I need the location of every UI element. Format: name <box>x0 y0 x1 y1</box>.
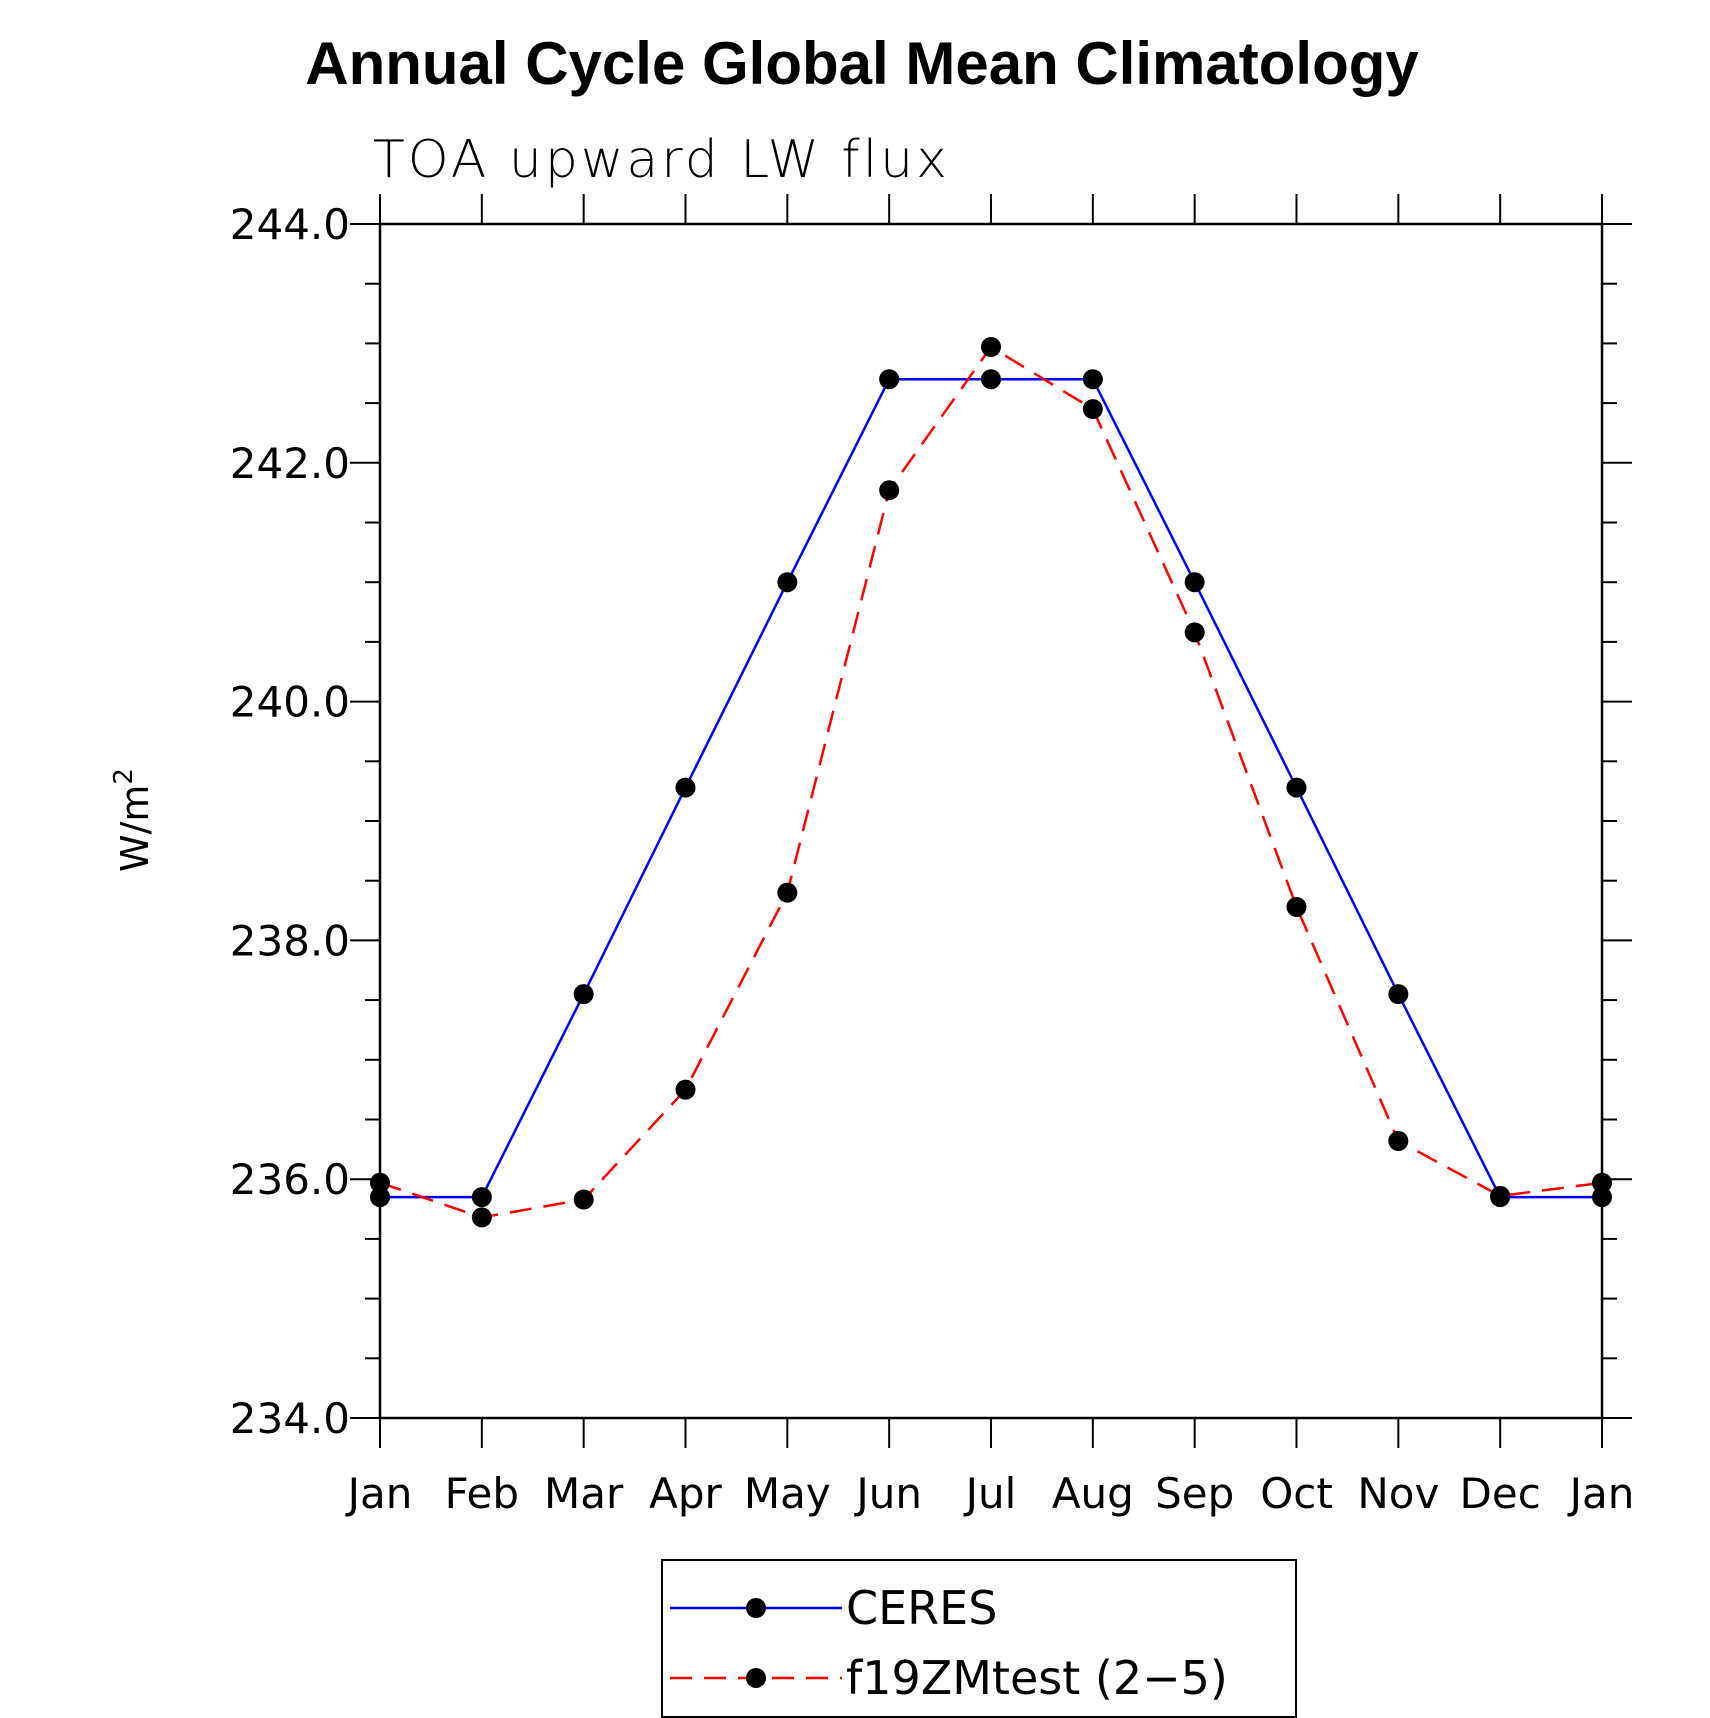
data-point <box>1592 1187 1612 1208</box>
legend-label: CERES <box>846 1581 997 1635</box>
data-point <box>1490 1185 1511 1206</box>
legend-label: f19ZMtest (2−5) <box>846 1651 1228 1705</box>
series-line <box>380 377 1602 1199</box>
data-point <box>471 1207 492 1228</box>
data-point <box>370 1172 390 1193</box>
y-axis-label-superscript: 2 <box>109 768 139 785</box>
x-tick-label: Aug <box>1052 1469 1134 1518</box>
series-layer <box>370 336 1612 1228</box>
y-tick-label: 234.0 <box>230 1394 350 1443</box>
data-point <box>777 572 798 593</box>
data-point <box>1388 984 1409 1005</box>
data-point <box>1082 399 1103 420</box>
legend: CERES f19ZMtest (2−5) <box>661 1559 1297 1718</box>
chart-subtitle: TOA upward LW flux <box>373 130 950 190</box>
x-tick-label: Apr <box>649 1469 722 1518</box>
x-tick-label: Jul <box>963 1469 1017 1518</box>
y-axis-ticks: 234.0 236.0 238.0 240.0 242.0 244.0 <box>230 200 1632 1443</box>
x-tick-label: Dec <box>1460 1469 1541 1518</box>
data-point <box>981 369 1001 390</box>
y-tick-label: 244.0 <box>230 200 350 249</box>
data-point <box>1592 1172 1612 1193</box>
data-point <box>1184 622 1205 643</box>
y-tick-label: 240.0 <box>230 678 350 727</box>
x-tick-label: Jan <box>1567 1469 1635 1518</box>
series-1 <box>370 336 1612 1228</box>
x-tick-label: Feb <box>445 1469 519 1518</box>
x-tick-label: May <box>744 1469 831 1518</box>
data-point <box>777 882 798 903</box>
data-point <box>1286 896 1307 917</box>
x-tick-label: Nov <box>1357 1469 1439 1518</box>
y-tick-label: 236.0 <box>230 1155 350 1204</box>
data-point <box>1082 369 1103 390</box>
x-tick-label: Mar <box>544 1469 624 1518</box>
x-tick-label: Sep <box>1155 1469 1234 1518</box>
data-point <box>1388 1130 1409 1151</box>
plot-frame <box>378 222 1604 1420</box>
y-tick-label: 238.0 <box>230 916 350 965</box>
series-line <box>379 345 1603 1219</box>
data-point <box>370 1187 390 1208</box>
data-point <box>675 1079 696 1100</box>
legend-box <box>661 1559 1297 1718</box>
data-point <box>1286 777 1307 798</box>
y-axis-label: W/m2 <box>109 768 157 872</box>
x-tick-label: Jun <box>853 1469 922 1518</box>
legend-marker <box>746 1668 766 1688</box>
data-point <box>981 336 1001 357</box>
data-point <box>471 1187 492 1208</box>
chart-title: Annual Cycle Global Mean Climatology <box>305 30 1419 97</box>
data-point <box>573 1189 594 1210</box>
legend-marker <box>746 1598 766 1618</box>
x-tick-label: Oct <box>1260 1469 1333 1518</box>
x-tick-label: Jan <box>345 1469 413 1518</box>
data-point <box>1184 572 1205 593</box>
x-axis-ticks: Jan Feb Mar Apr May Jun Jul Aug Sep Oct Nov Dec Jan <box>345 194 1635 1518</box>
data-point <box>573 984 594 1005</box>
data-point <box>879 480 900 501</box>
series-0 <box>370 369 1612 1208</box>
y-axis-label-text: W/m <box>113 785 157 872</box>
plot-border <box>378 222 1604 1420</box>
y-tick-label: 242.0 <box>230 439 350 488</box>
data-point <box>879 369 900 390</box>
data-point <box>675 777 696 798</box>
